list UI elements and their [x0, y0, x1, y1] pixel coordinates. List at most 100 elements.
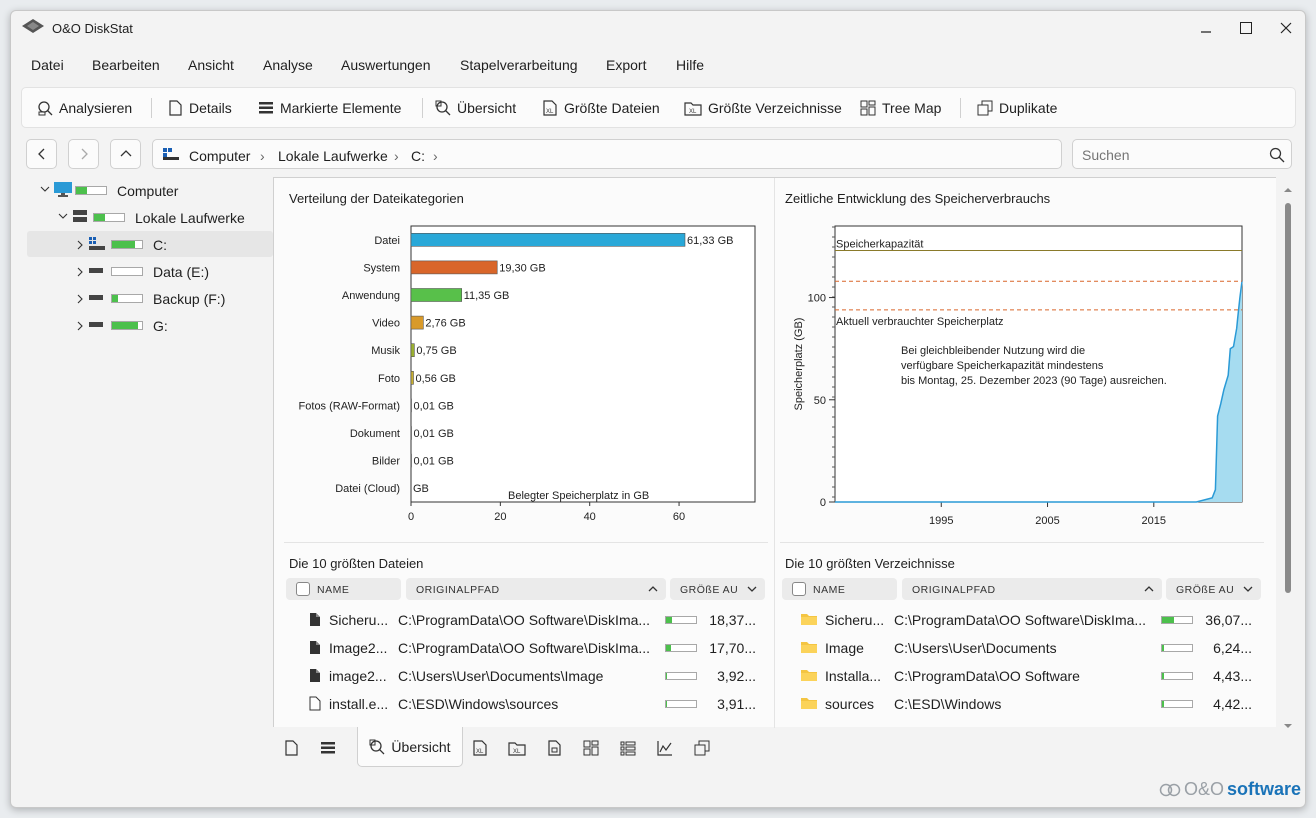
- chevron-right-icon[interactable]: [77, 267, 85, 277]
- largest-files-button[interactable]: XL Größte Dateien: [542, 97, 660, 119]
- row-name: image2...: [329, 668, 387, 684]
- minimize-button[interactable]: [1186, 11, 1226, 45]
- largest-dirs-button[interactable]: XL Größte Verzeichnisse: [684, 97, 842, 119]
- treemap-button[interactable]: Tree Map: [860, 97, 941, 119]
- scroll-up-icon[interactable]: [1284, 187, 1292, 193]
- bar: [410, 343, 415, 357]
- table-row[interactable]: Sicheru... C:\ProgramData\OO Software\Dis…: [770, 606, 1256, 634]
- breadcrumb-separator-icon[interactable]: ›: [433, 148, 438, 164]
- col-name[interactable]: NAME: [782, 578, 897, 600]
- table-row[interactable]: install.e... C:\ESD\Windows\sources 3,91..…: [274, 690, 760, 718]
- usage-fill: [76, 187, 87, 194]
- tree-item-backup-f[interactable]: Backup (F:): [26, 285, 272, 311]
- value-label: 0,56 GB: [416, 373, 456, 385]
- select-all-checkbox[interactable]: [792, 582, 806, 596]
- maximize-icon: [1240, 22, 1252, 34]
- file-icon: [310, 641, 320, 654]
- view-marked-button[interactable]: [315, 735, 341, 761]
- view-timeline-button[interactable]: [652, 735, 678, 761]
- col-path[interactable]: ORIGINALPFAD: [902, 578, 1162, 600]
- details-button[interactable]: Details: [167, 97, 232, 119]
- menu-export[interactable]: Export: [606, 57, 647, 73]
- view-largest-files-button[interactable]: XL: [467, 735, 493, 761]
- row-name: sources: [825, 696, 875, 712]
- file-xl-icon: XL: [543, 100, 557, 116]
- category-label: System: [363, 262, 400, 274]
- view-overview-tab[interactable]: Übersicht: [357, 727, 463, 767]
- menu-analyse[interactable]: Analyse: [263, 57, 313, 73]
- y-axis-label: Speicherplatz (GB): [793, 318, 805, 411]
- select-all-checkbox[interactable]: [296, 582, 310, 596]
- tree-item-local-drives[interactable]: Lokale Laufwerke: [26, 204, 272, 230]
- row-size: 3,92...: [717, 668, 756, 684]
- view-file-types-button[interactable]: [541, 735, 567, 761]
- vertical-scrollbar[interactable]: [1282, 187, 1294, 733]
- scroll-thumb[interactable]: [1285, 203, 1291, 593]
- table-row[interactable]: Installa... C:\ProgramData\OO Software 4,4…: [770, 662, 1256, 690]
- col-name[interactable]: NAME: [286, 578, 401, 600]
- view-largest-dirs-button[interactable]: XL: [504, 735, 530, 761]
- table-row[interactable]: sources C:\ESD\Windows 4,42...: [770, 690, 1256, 718]
- maximize-button[interactable]: [1226, 11, 1266, 45]
- view-treemap-button[interactable]: [578, 735, 604, 761]
- menu-stapelverarbeitung[interactable]: Stapelverarbeitung: [460, 57, 578, 73]
- chevron-right-icon[interactable]: [77, 294, 85, 304]
- col-path[interactable]: ORIGINALPFAD: [406, 578, 666, 600]
- value-label: 0,01 GB: [414, 400, 454, 412]
- view-categories-button[interactable]: [615, 735, 641, 761]
- duplicates-button[interactable]: Duplikate: [977, 97, 1057, 119]
- menu-bearbeiten[interactable]: Bearbeiten: [92, 57, 160, 73]
- marked-items-button[interactable]: Markierte Elemente: [258, 97, 401, 119]
- size-bar: [665, 672, 697, 680]
- y-tick-label: 100: [808, 293, 826, 305]
- analyze-button[interactable]: Analysieren: [37, 97, 132, 119]
- search-icon[interactable]: [1269, 147, 1285, 163]
- chevron-down-icon[interactable]: [40, 186, 50, 194]
- table-row[interactable]: image2... C:\Users\User\Documents\Image 3,…: [274, 662, 760, 690]
- overview-button[interactable]: Übersicht: [435, 97, 516, 119]
- view-details-button[interactable]: [278, 735, 304, 761]
- size-fill: [666, 701, 668, 707]
- back-button[interactable]: [26, 139, 57, 169]
- close-button[interactable]: [1266, 11, 1305, 45]
- tree-item-g[interactable]: G:: [26, 312, 272, 338]
- menu-auswertungen[interactable]: Auswertungen: [341, 57, 431, 73]
- tree-label: Computer: [117, 183, 179, 199]
- breadcrumb-c[interactable]: C:: [411, 148, 425, 164]
- table-row[interactable]: Image C:\Users\User\Documents 6,24...: [770, 634, 1256, 662]
- tree-item-data-e[interactable]: Data (E:): [26, 258, 272, 284]
- address-bar[interactable]: Computer › Lokale Laufwerke › C: ›: [152, 139, 1062, 169]
- treemap-label: Tree Map: [882, 100, 942, 116]
- menu-ansicht[interactable]: Ansicht: [188, 57, 234, 73]
- toolbar-separator: [960, 98, 961, 118]
- analyze-icon: [38, 101, 53, 116]
- table-row[interactable]: Sicheru... C:\ProgramData\OO Software\Dis…: [274, 606, 760, 634]
- category-bar-chart: Datei 61,33 GB System 19,30 GB Anwendung 11,3…: [299, 225, 756, 523]
- tree-item-c[interactable]: C:: [27, 231, 273, 257]
- forward-button[interactable]: [68, 139, 99, 169]
- view-duplicates-button[interactable]: [689, 735, 715, 761]
- file-icon: [310, 613, 320, 626]
- x-tick-label: 60: [673, 511, 685, 523]
- col-size[interactable]: GRÖßE AU: [1166, 578, 1261, 600]
- tree-label: Lokale Laufwerke: [135, 210, 245, 226]
- row-path: C:\Users\User\Documents\Image: [398, 668, 604, 684]
- menu-datei[interactable]: Datei: [31, 57, 64, 73]
- tree-item-computer[interactable]: Computer: [26, 177, 272, 203]
- chevron-down-icon[interactable]: [58, 213, 68, 221]
- menu-hilfe[interactable]: Hilfe: [676, 57, 705, 73]
- search-input[interactable]: [1082, 146, 1262, 164]
- value-label: 0,75 GB: [416, 345, 456, 357]
- breadcrumb-computer[interactable]: Computer: [189, 148, 251, 164]
- scroll-down-icon[interactable]: [1284, 723, 1292, 729]
- folder-icon: [800, 612, 818, 629]
- chevron-right-icon[interactable]: [77, 240, 85, 250]
- breadcrumb-local-drives[interactable]: Lokale Laufwerke: [278, 148, 388, 164]
- chevron-right-icon[interactable]: [77, 321, 85, 331]
- menu-bar: Datei Bearbeiten Ansicht Analyse Auswert…: [11, 53, 1305, 77]
- folder-icon: [801, 642, 817, 653]
- table-row[interactable]: Image2... C:\ProgramData\OO Software\Disk…: [274, 634, 760, 662]
- oo-logo-icon: [1159, 783, 1181, 796]
- up-button[interactable]: [110, 139, 141, 169]
- col-size[interactable]: GRÖßE AU: [670, 578, 765, 600]
